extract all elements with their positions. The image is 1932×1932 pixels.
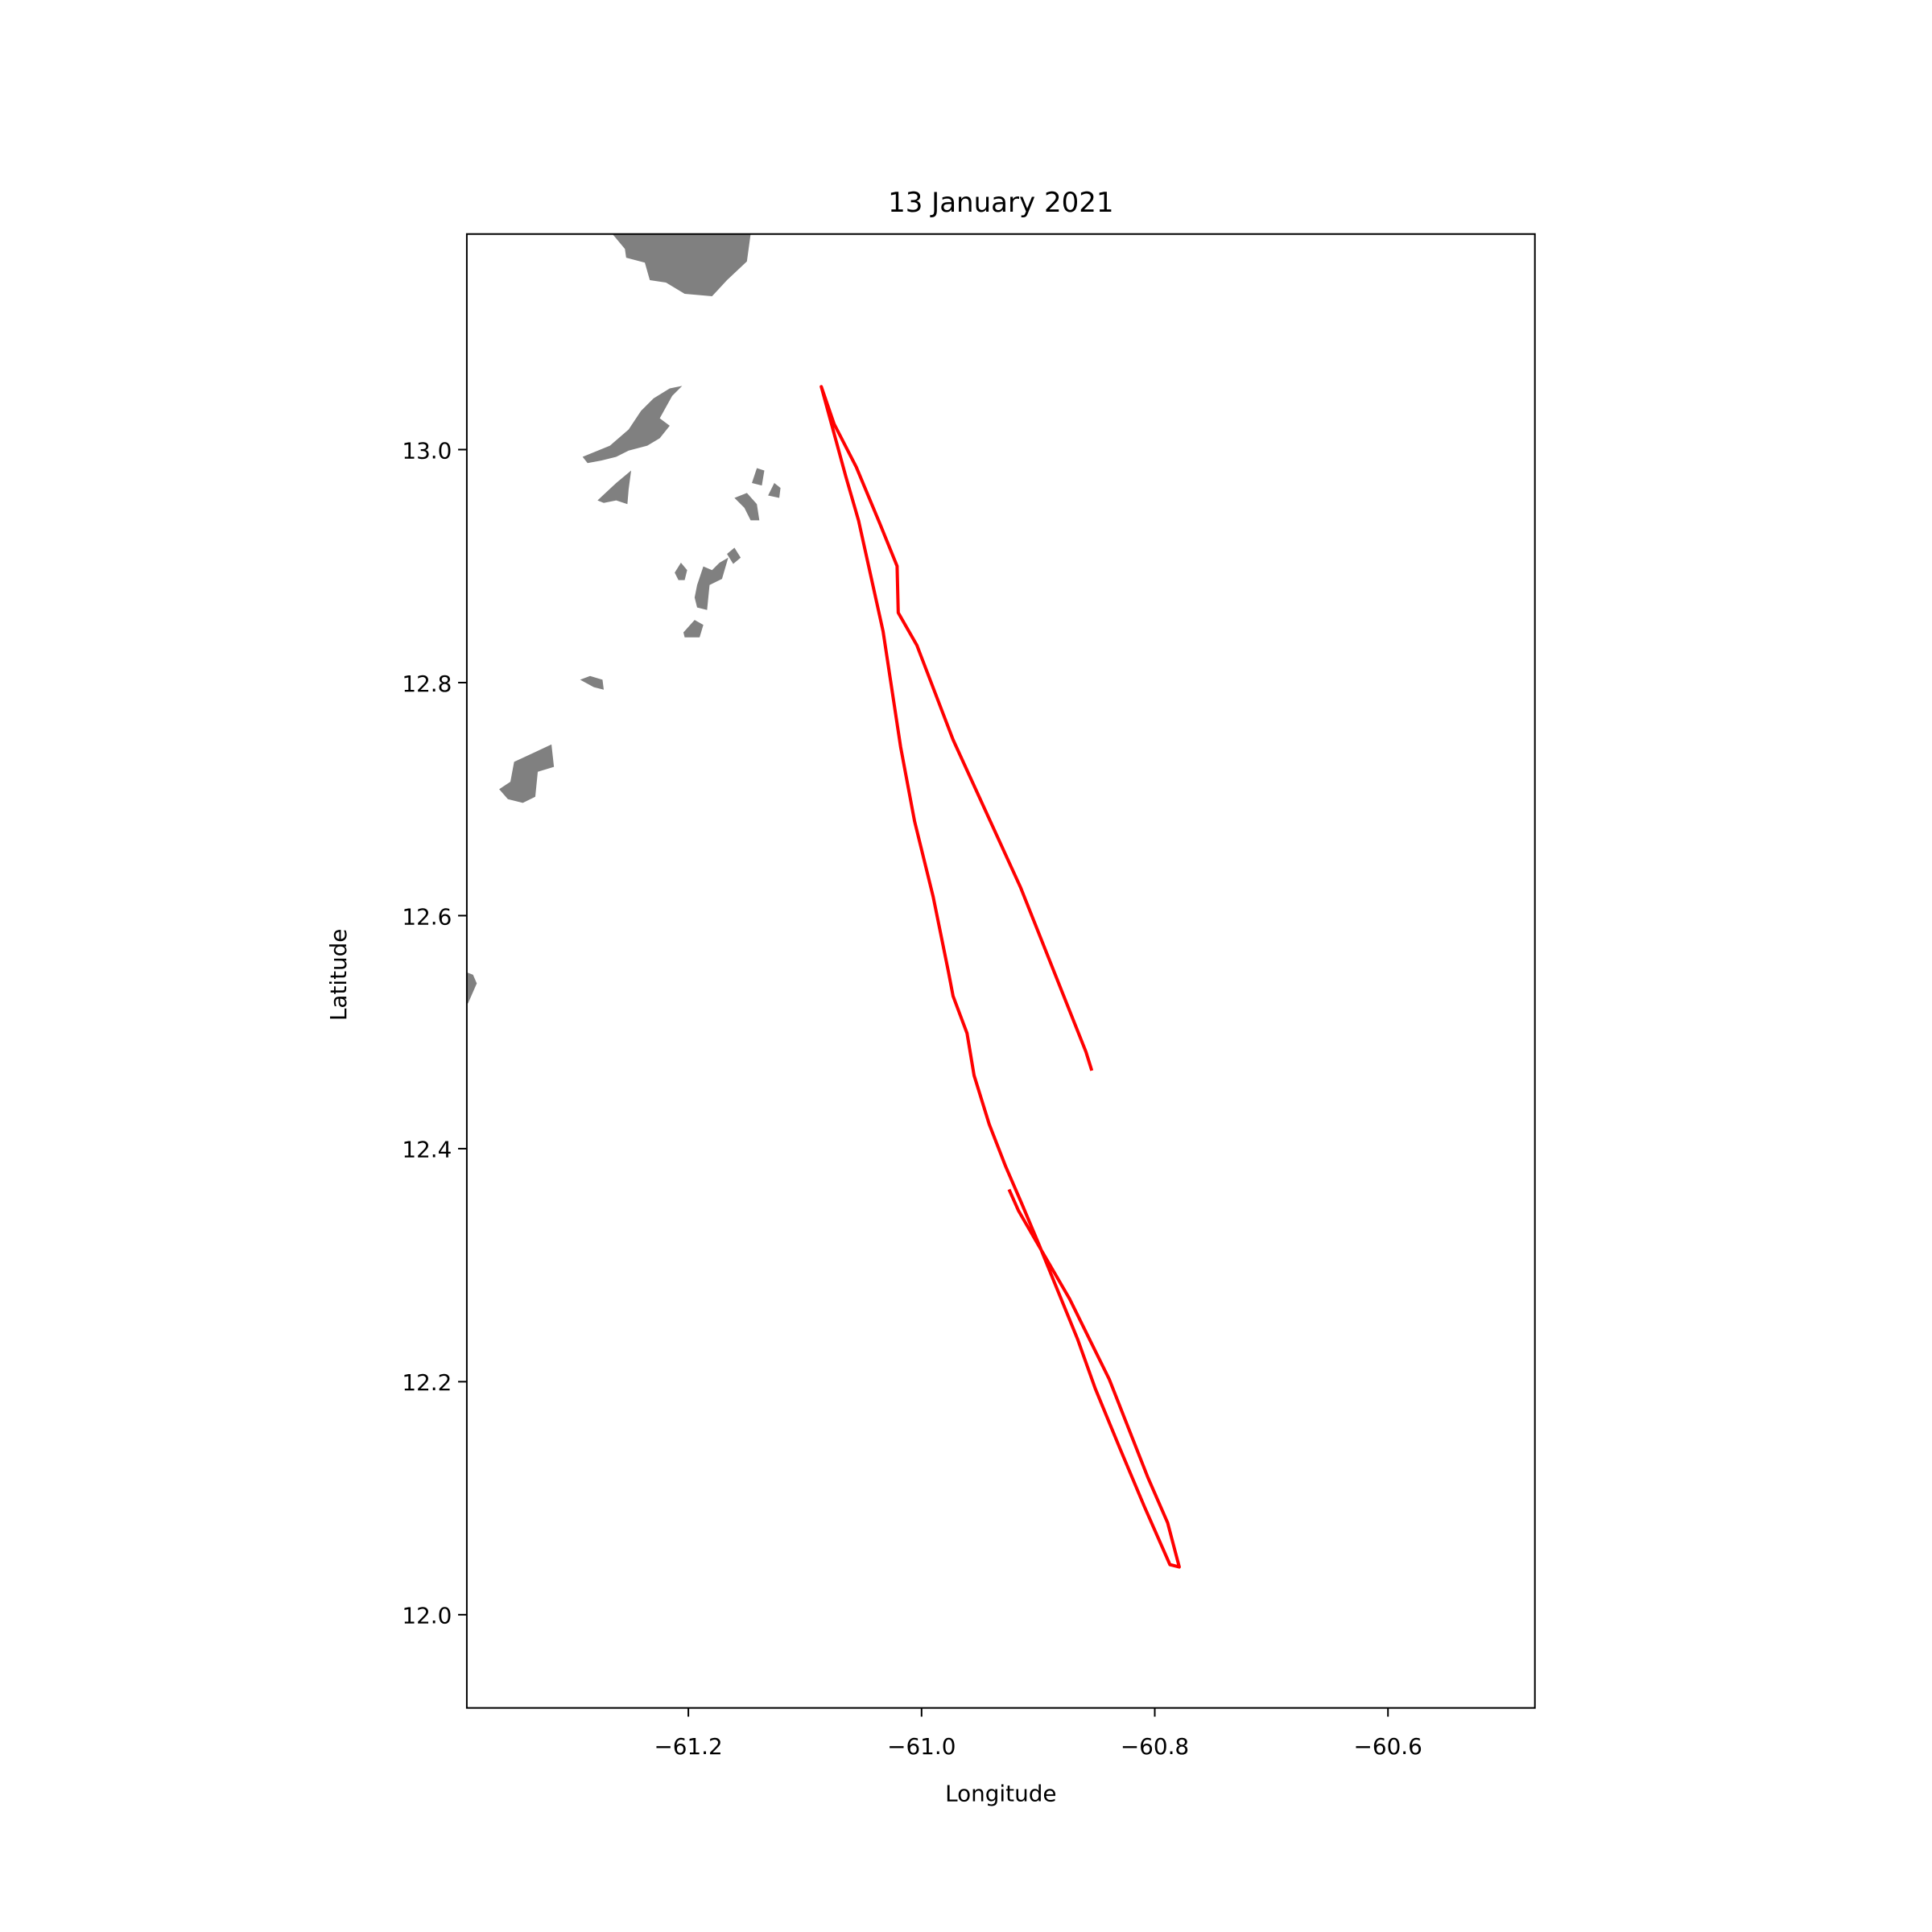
x-tick-label: −61.0 — [887, 1733, 956, 1760]
y-axis-label: Latitude — [325, 929, 352, 1022]
land — [466, 233, 781, 1004]
y-tick-label: 12.0 — [402, 1603, 452, 1629]
x-tick-label: −61.2 — [654, 1733, 722, 1760]
x-tick-label: −60.8 — [1121, 1733, 1189, 1760]
island — [466, 972, 477, 1004]
island — [499, 744, 555, 803]
island — [694, 557, 729, 610]
y-tick-label: 12.6 — [402, 903, 452, 930]
island — [752, 468, 765, 486]
island — [612, 233, 751, 297]
y-tick-label: 12.2 — [402, 1369, 452, 1396]
island — [597, 470, 632, 505]
axes-frame — [465, 233, 1536, 1709]
island — [580, 675, 604, 690]
y-tick-label: 12.8 — [402, 671, 452, 697]
x-axis-label: Longitude — [945, 1781, 1056, 1807]
y-tick-label: 13.0 — [402, 437, 452, 464]
island — [734, 493, 760, 521]
island — [582, 386, 683, 464]
island — [768, 483, 781, 498]
x-tick-label: −60.6 — [1354, 1733, 1422, 1760]
island — [727, 547, 741, 564]
y-tick-label: 12.4 — [402, 1137, 452, 1163]
island — [675, 562, 687, 580]
track-line — [819, 385, 1181, 1569]
island — [683, 620, 704, 638]
chart-title: 13 January 2021 — [888, 187, 1113, 219]
